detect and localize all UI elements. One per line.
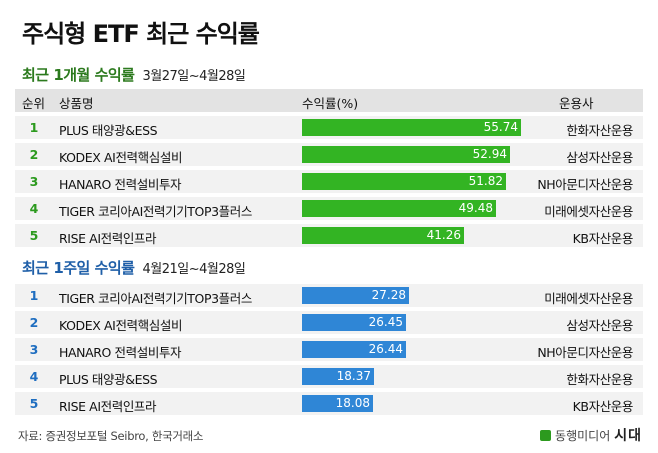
- rank-number: 3: [29, 174, 39, 189]
- return-bar: 18.37: [302, 368, 374, 385]
- return-value: 26.45: [368, 315, 403, 329]
- table-row: 3 HANARO 전력설비투자 51.82 NH아문디자산운용: [15, 170, 643, 193]
- manager-name: 미래에셋자산운용: [544, 204, 633, 219]
- return-bar: 49.48: [302, 200, 496, 217]
- return-value: 18.37: [336, 369, 371, 383]
- rank-number: 2: [29, 147, 39, 162]
- column-manager: 운용사: [559, 96, 594, 111]
- return-value: 26.44: [368, 342, 403, 356]
- return-value: 18.08: [335, 396, 370, 410]
- etf-name: RISE AI전력인프라: [59, 231, 157, 246]
- etf-name: PLUS 태양광&ESS: [59, 123, 158, 138]
- brand-mark-icon: [540, 429, 552, 441]
- table-row: 3 HANARO 전력설비투자 26.44 NH아문디자산운용: [15, 338, 643, 361]
- brand-logo: 동행미디어 시대: [540, 425, 642, 445]
- manager-name: NH아문디자산운용: [537, 345, 633, 360]
- etf-name: TIGER 코리아AI전력기기TOP3플러스: [59, 291, 252, 306]
- manager-name: NH아문디자산운용: [537, 177, 633, 192]
- etf-name: KODEX AI전력핵심설비: [59, 318, 183, 333]
- rank-number: 5: [29, 228, 39, 243]
- return-bar: 26.44: [302, 341, 406, 358]
- rank-number: 5: [29, 396, 39, 411]
- table-row: 4 PLUS 태양광&ESS 18.37 한화자산운용: [15, 365, 643, 388]
- column-return: 수익률(%): [302, 96, 359, 111]
- table-row: 1 PLUS 태양광&ESS 55.74 한화자산운용: [15, 116, 643, 139]
- manager-name: KB자산운용: [572, 399, 634, 414]
- section-1month-title: 최근 1개월 수익률: [22, 66, 135, 84]
- table-row: 5 RISE AI전력인프라 41.26 KB자산운용: [15, 224, 643, 247]
- manager-name: 미래에셋자산운용: [544, 291, 633, 306]
- return-bar: 52.94: [302, 146, 510, 163]
- column-name: 상품명: [59, 96, 94, 111]
- rank-number: 1: [29, 120, 39, 135]
- etf-name: PLUS 태양광&ESS: [59, 372, 158, 387]
- table-row: 4 TIGER 코리아AI전력기기TOP3플러스 49.48 미래에셋자산운용: [15, 197, 643, 220]
- return-bar: 55.74: [302, 119, 521, 136]
- return-value: 41.26: [426, 228, 461, 242]
- rank-number: 3: [29, 342, 39, 357]
- etf-name: RISE AI전력인프라: [59, 399, 157, 414]
- etf-name: KODEX AI전력핵심설비: [59, 150, 183, 165]
- section-1week-heading: 최근 1주일 수익률 4월21일~4월28일: [22, 257, 246, 278]
- table-row: 5 RISE AI전력인프라 18.08 KB자산운용: [15, 392, 643, 415]
- return-bar: 18.08: [302, 395, 373, 412]
- rank-number: 4: [29, 201, 39, 216]
- section-1week-title: 최근 1주일 수익률: [22, 259, 135, 277]
- return-value: 55.74: [483, 120, 518, 134]
- etf-name: TIGER 코리아AI전력기기TOP3플러스: [59, 204, 252, 219]
- return-bar: 41.26: [302, 227, 464, 244]
- rank-number: 4: [29, 369, 39, 384]
- return-bar: 26.45: [302, 314, 406, 331]
- table-row: 2 KODEX AI전력핵심설비 26.45 삼성자산운용: [15, 311, 643, 334]
- section-1month-period: 3월27일~4월28일: [142, 69, 246, 84]
- column-header: 순위 상품명 수익률(%) 운용사: [15, 89, 643, 112]
- source-note: 자료: 증권정보포털 Seibro, 한국거래소: [18, 429, 204, 443]
- page-title: 주식형 ETF 최근 수익률: [22, 20, 260, 48]
- brand-suffix: 시대: [614, 428, 642, 444]
- return-value: 27.28: [371, 288, 406, 302]
- return-value: 51.82: [468, 174, 503, 188]
- return-bar: 27.28: [302, 287, 409, 304]
- etf-name: HANARO 전력설비투자: [59, 177, 182, 192]
- table-row: 2 KODEX AI전력핵심설비 52.94 삼성자산운용: [15, 143, 643, 166]
- table-row: 1 TIGER 코리아AI전력기기TOP3플러스 27.28 미래에셋자산운용: [15, 284, 643, 307]
- manager-name: 삼성자산운용: [566, 318, 633, 333]
- manager-name: 한화자산운용: [566, 372, 633, 387]
- return-value: 52.94: [472, 147, 507, 161]
- return-bar: 51.82: [302, 173, 506, 190]
- rank-number: 1: [29, 288, 39, 303]
- manager-name: 삼성자산운용: [566, 150, 633, 165]
- rank-number: 2: [29, 315, 39, 330]
- manager-name: 한화자산운용: [566, 123, 633, 138]
- column-rank: 순위: [22, 96, 46, 111]
- section-1month-heading: 최근 1개월 수익률 3월27일~4월28일: [22, 64, 246, 85]
- etf-name: HANARO 전력설비투자: [59, 345, 182, 360]
- manager-name: KB자산운용: [572, 231, 634, 246]
- brand-prefix: 동행미디어: [555, 428, 611, 443]
- section-1week-period: 4월21일~4월28일: [142, 262, 246, 277]
- return-value: 49.48: [458, 201, 493, 215]
